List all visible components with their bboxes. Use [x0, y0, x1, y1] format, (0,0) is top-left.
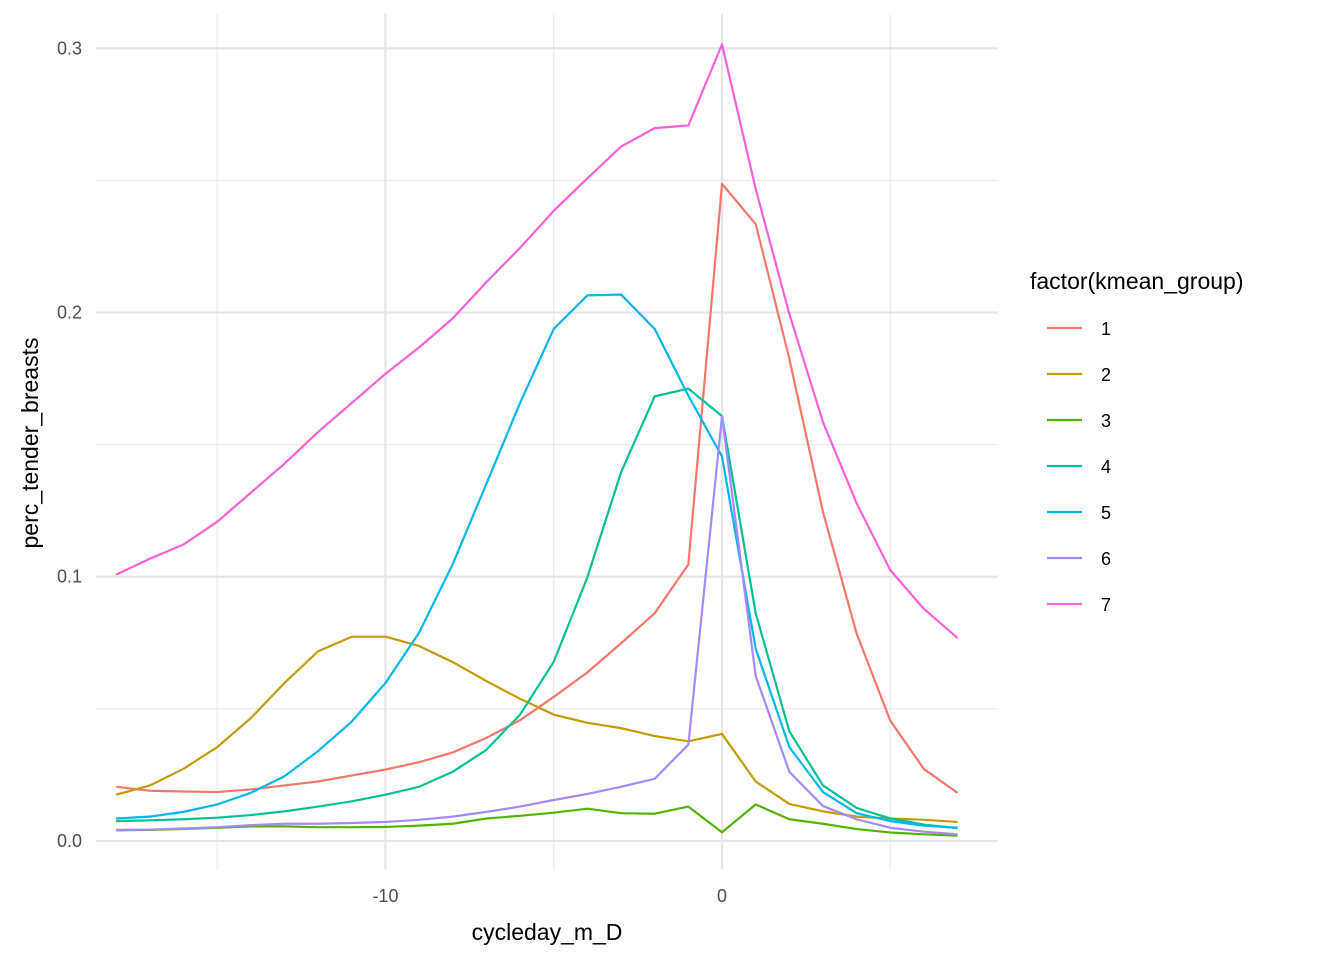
- x-tick-label: -10: [372, 886, 398, 906]
- series-line-4: [116, 387, 958, 830]
- legend-label-6: 6: [1101, 549, 1111, 569]
- series-line-6: [116, 415, 958, 836]
- major-gridlines: [96, 14, 998, 870]
- series-lines: [115, 43, 959, 837]
- y-tick-label: 0.0: [57, 831, 82, 851]
- y-tick-label: 0.3: [57, 38, 82, 58]
- series-line-5: [116, 293, 958, 829]
- legend-title: factor(kmean_group): [1030, 268, 1244, 294]
- y-tick-label: 0.2: [57, 303, 82, 323]
- legend-label-5: 5: [1101, 503, 1111, 523]
- series-line-2: [115, 635, 958, 824]
- series-line-1: [116, 182, 959, 794]
- legend-label-1: 1: [1101, 319, 1111, 339]
- legend-items: 1 2 3 4 5 6 7: [1047, 319, 1111, 615]
- x-tick-label: 0: [717, 886, 727, 906]
- legend-label-2: 2: [1101, 365, 1111, 385]
- x-axis-tick-labels: -10 0: [372, 886, 727, 906]
- x-axis-title: cycleday_m_D: [472, 919, 623, 945]
- legend-label-3: 3: [1101, 411, 1111, 431]
- y-tick-label: 0.1: [57, 567, 82, 587]
- minor-gridlines: [96, 14, 998, 870]
- legend: factor(kmean_group) 1 2 3 4 5 6 7: [1030, 268, 1244, 615]
- legend-label-7: 7: [1101, 595, 1111, 615]
- series-line-3: [116, 803, 958, 837]
- y-axis-tick-labels: 0.0 0.1 0.2 0.3: [57, 38, 82, 851]
- y-axis-title: perc_tender_breasts: [17, 338, 43, 549]
- series-line-7: [115, 43, 959, 639]
- legend-label-4: 4: [1101, 457, 1111, 477]
